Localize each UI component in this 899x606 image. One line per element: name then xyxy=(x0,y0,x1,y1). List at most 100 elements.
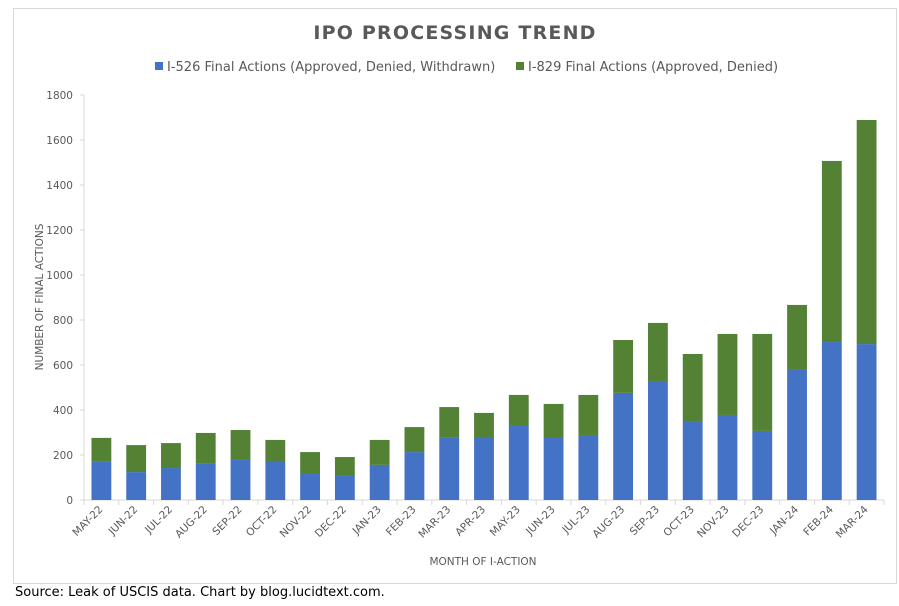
bar-stack-feb-24 xyxy=(821,160,842,500)
bar-stack-sep-23 xyxy=(648,322,668,500)
x-tick-label: JUN-23 xyxy=(523,504,558,539)
bar-i526-jul-22 xyxy=(161,468,181,500)
bar-i526-jun-22 xyxy=(126,472,147,500)
y-tick-label: 1400 xyxy=(46,180,73,192)
bar-i829-may-23 xyxy=(508,394,529,426)
y-axis-title: NUMBER OF FINAL ACTIONS xyxy=(34,223,46,370)
bar-i829-sep-23 xyxy=(648,322,668,381)
bar-i526-sep-22 xyxy=(230,459,251,500)
y-tick-label: 600 xyxy=(53,360,73,372)
bar-i829-oct-22 xyxy=(265,439,286,462)
source-note: Source: Leak of USCIS data. Chart by blo… xyxy=(15,585,385,600)
bar-i829-aug-22 xyxy=(195,432,216,464)
bar-i526-aug-22 xyxy=(195,463,216,500)
bar-stack-nov-23 xyxy=(717,333,738,500)
x-tick-label: MAY-23 xyxy=(488,504,523,539)
bar-stack-mar-23 xyxy=(439,407,460,500)
bar-i829-mar-23 xyxy=(439,407,460,438)
x-tick-label: SEP-23 xyxy=(628,504,662,538)
x-tick-label: OCT-22 xyxy=(244,504,279,539)
legend-label-i829: I-829 Final Actions (Approved, Denied) xyxy=(528,60,778,75)
bar-i829-feb-23 xyxy=(404,427,425,453)
bar-stack-aug-22 xyxy=(195,432,216,500)
bar-i526-feb-23 xyxy=(404,452,425,500)
bar-stack-feb-23 xyxy=(404,427,425,500)
bar-i526-dec-22 xyxy=(334,475,355,500)
bar-i526-jan-23 xyxy=(369,464,390,500)
legend-item-i526[interactable]: I-526 Final Actions (Approved, Denied, W… xyxy=(155,60,495,75)
bar-i829-feb-24 xyxy=(821,160,842,343)
bar-i829-dec-22 xyxy=(334,457,355,476)
x-tick-label: JAN-24 xyxy=(767,503,801,537)
bar-i526-may-23 xyxy=(508,425,529,500)
bar-i829-sep-22 xyxy=(230,430,251,460)
bar-stack-mar-24 xyxy=(856,119,877,500)
y-tick-label: 0 xyxy=(66,495,73,507)
bar-i526-nov-22 xyxy=(300,473,320,500)
bar-i526-apr-23 xyxy=(474,437,494,500)
x-tick-label: OCT-23 xyxy=(661,504,696,539)
y-tick-label: 1200 xyxy=(46,225,73,237)
bar-i526-oct-22 xyxy=(265,461,286,500)
bar-stack-sep-22 xyxy=(230,430,251,500)
y-tick-label: 200 xyxy=(53,450,73,462)
y-tick-label: 400 xyxy=(53,405,73,417)
bar-stack-jun-22 xyxy=(126,445,147,500)
bar-stack-jul-22 xyxy=(161,443,181,500)
x-axis xyxy=(83,499,885,505)
x-tick-label: FEB-24 xyxy=(801,503,836,538)
x-tick-label: AUG-22 xyxy=(173,504,210,541)
y-tick-label: 1600 xyxy=(46,135,73,147)
bar-i526-dec-23 xyxy=(752,430,773,500)
bar-stack-dec-23 xyxy=(752,333,773,500)
legend: I-526 Final Actions (Approved, Denied, W… xyxy=(155,60,778,75)
x-tick-label: JUL-23 xyxy=(560,504,593,537)
x-tick-label: NOV-23 xyxy=(695,504,732,541)
bar-stack-aug-23 xyxy=(613,340,634,500)
bar-i829-jan-24 xyxy=(787,304,807,370)
bar-i829-jun-23 xyxy=(543,403,564,437)
bars xyxy=(91,119,877,500)
chart-title: IPO PROCESSING TREND xyxy=(313,22,596,44)
bar-i526-mar-23 xyxy=(439,437,460,500)
bar-i829-aug-23 xyxy=(613,340,634,393)
bar-stack-apr-23 xyxy=(474,412,494,500)
bar-i829-jan-23 xyxy=(369,439,390,465)
bar-i829-nov-22 xyxy=(300,452,320,473)
bar-i829-nov-23 xyxy=(717,333,738,415)
legend-label-i526: I-526 Final Actions (Approved, Denied, W… xyxy=(167,60,495,75)
x-tick-label: MAR-24 xyxy=(834,503,871,540)
bar-i526-oct-23 xyxy=(682,421,703,500)
bar-i526-jan-24 xyxy=(787,369,807,500)
bar-stack-jul-23 xyxy=(578,394,599,500)
bar-i526-sep-23 xyxy=(648,380,668,500)
bar-i526-jul-23 xyxy=(578,434,599,500)
bar-i526-aug-23 xyxy=(613,392,634,500)
bar-stack-dec-22 xyxy=(334,457,355,500)
bar-i526-may-22 xyxy=(91,461,112,500)
bar-i526-feb-24 xyxy=(821,342,842,500)
bar-i829-jun-22 xyxy=(126,445,147,473)
bar-i829-jul-22 xyxy=(161,443,181,469)
y-tick-label: 1000 xyxy=(46,270,73,282)
bar-i829-may-22 xyxy=(91,437,112,462)
x-tick-label: NOV-22 xyxy=(278,504,315,541)
bar-stack-oct-23 xyxy=(682,353,703,500)
bar-i526-nov-23 xyxy=(717,414,738,500)
bar-i829-dec-23 xyxy=(752,333,773,431)
bar-stack-may-22 xyxy=(91,437,112,500)
bar-i829-jul-23 xyxy=(578,394,599,435)
x-tick-label: DEC-22 xyxy=(313,504,349,540)
bar-stack-nov-22 xyxy=(300,452,320,500)
x-tick-label: SEP-22 xyxy=(210,504,244,538)
y-axis: 0 200 400 600 800 1000 1200 1400 1600 1800 xyxy=(46,90,85,507)
bar-i829-apr-23 xyxy=(474,412,494,437)
y-tick-label: 1800 xyxy=(46,90,73,102)
x-tick-label: MAR-23 xyxy=(416,504,453,541)
x-tick-label: DEC-23 xyxy=(730,504,766,540)
legend-item-i829[interactable]: I-829 Final Actions (Approved, Denied) xyxy=(516,60,778,75)
x-axis-title: MONTH OF I-ACTION xyxy=(429,556,536,568)
bar-stack-jan-23 xyxy=(369,439,390,500)
bar-i829-mar-24 xyxy=(856,119,877,345)
